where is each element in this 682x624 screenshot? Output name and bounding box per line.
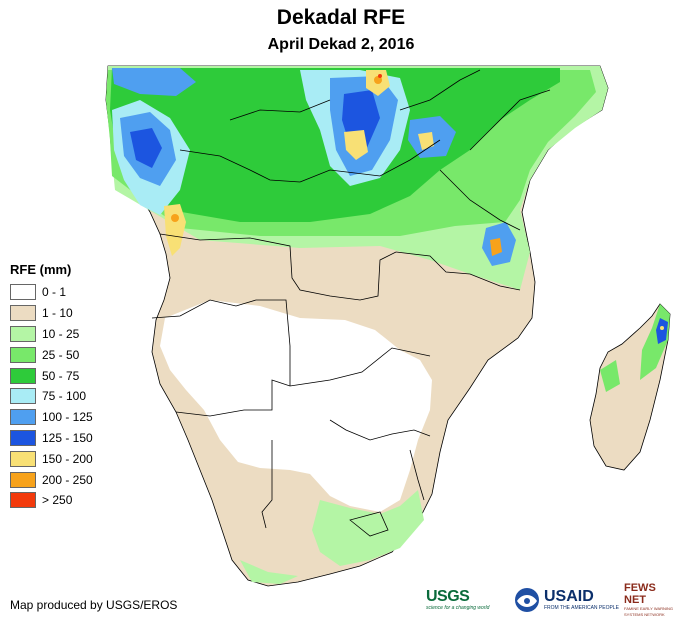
heavy-rain-spot-central: [344, 130, 368, 160]
legend-item: 0 - 1: [10, 282, 93, 303]
legend-swatch: [10, 492, 36, 509]
noaa-emblem-icon: [515, 588, 539, 612]
legend-item: 75 - 100: [10, 386, 93, 407]
legend-item: 25 - 50: [10, 344, 93, 365]
legend-label: 10 - 25: [42, 326, 80, 341]
legend-item: 1 - 10: [10, 303, 93, 324]
usgs-tagline: science for a changing world: [426, 604, 490, 611]
green-patch-south-coast: [240, 560, 298, 584]
fews-net-logo-text: FEWS NET: [624, 582, 656, 606]
legend-swatch: [10, 367, 36, 384]
legend-label: 150 - 200: [42, 451, 93, 466]
usaid-logo-text: USAID: [544, 587, 594, 605]
legend-swatch: [10, 450, 36, 467]
legend-item: 150 - 200: [10, 448, 93, 469]
legend-rows: 0 - 1 1 - 10 10 - 25 25 - 50 50 - 75 75 - 100…: [10, 282, 93, 511]
legend-label: 125 - 150: [42, 430, 93, 445]
legend-swatch: [10, 325, 36, 342]
legend-swatch: [10, 346, 36, 363]
legend-label: 50 - 75: [42, 368, 80, 383]
legend-label: 0 - 1: [42, 285, 67, 300]
logo-strip: USGS science for a changing world USAID …: [426, 582, 676, 617]
usaid-logo: USAID FROM THE AMERICAN PEOPLE: [544, 584, 624, 616]
legend-item: > 250: [10, 490, 93, 511]
dry-zone-interior: [160, 300, 432, 512]
legend-swatch: [10, 429, 36, 446]
madagascar-blue-spot: [656, 318, 668, 344]
usgs-logo-text: USGS: [426, 587, 470, 605]
heavy-rain-spot-gabon-core: [171, 214, 179, 222]
madagascar-green-west: [600, 360, 620, 392]
fews-net-tagline: FAMINE EARLY WARNING SYSTEMS NETWORK: [624, 606, 674, 617]
noaa-logo: [514, 584, 540, 616]
legend-item: 50 - 75: [10, 365, 93, 386]
legend-item: 200 - 250: [10, 469, 93, 490]
legend-swatch: [10, 471, 36, 488]
legend-label: 1 - 10: [42, 306, 73, 321]
legend-swatch: [10, 284, 36, 301]
blue-patch-northwest: [112, 68, 196, 96]
legend: RFE (mm) 0 - 1 1 - 10 10 - 25 25 - 50 50 - 7…: [10, 262, 93, 511]
map-subtitle: April Dekad 2, 2016: [267, 36, 415, 53]
heavy-rain-spot-gabon: [164, 204, 186, 256]
legend-label: > 250: [42, 493, 73, 508]
legend-title: RFE (mm): [10, 262, 72, 277]
country-borders: [151, 69, 551, 537]
legend-swatch: [10, 305, 36, 322]
legend-label: 200 - 250: [42, 472, 93, 487]
legend-item: 100 - 125: [10, 407, 93, 428]
credit-text: Map produced by USGS/EROS: [10, 598, 178, 612]
usaid-tagline: FROM THE AMERICAN PEOPLE: [544, 604, 619, 611]
heavy-rain-spot-extreme: [378, 74, 382, 78]
usgs-logo: USGS science for a changing world: [426, 584, 498, 616]
legend-item: 125 - 150: [10, 428, 93, 449]
legend-label: 75 - 100: [42, 389, 87, 404]
deep-blue-patch-west: [130, 128, 162, 168]
fews-net-logo: FEWS NET FAMINE EARLY WARNING SYSTEMS NE…: [624, 582, 676, 617]
map-title: Dekadal RFE: [276, 6, 406, 29]
green-patch-south-east: [312, 490, 424, 566]
heavy-rain-spot-east: [490, 238, 502, 256]
heavy-rain-spot-lakes: [418, 132, 434, 150]
legend-label: 100 - 125: [42, 410, 93, 425]
madagascar-yellow-spot: [660, 326, 664, 330]
legend-label: 25 - 50: [42, 347, 80, 362]
legend-item: 10 - 25: [10, 324, 93, 345]
legend-swatch: [10, 409, 36, 426]
legend-swatch: [10, 388, 36, 405]
